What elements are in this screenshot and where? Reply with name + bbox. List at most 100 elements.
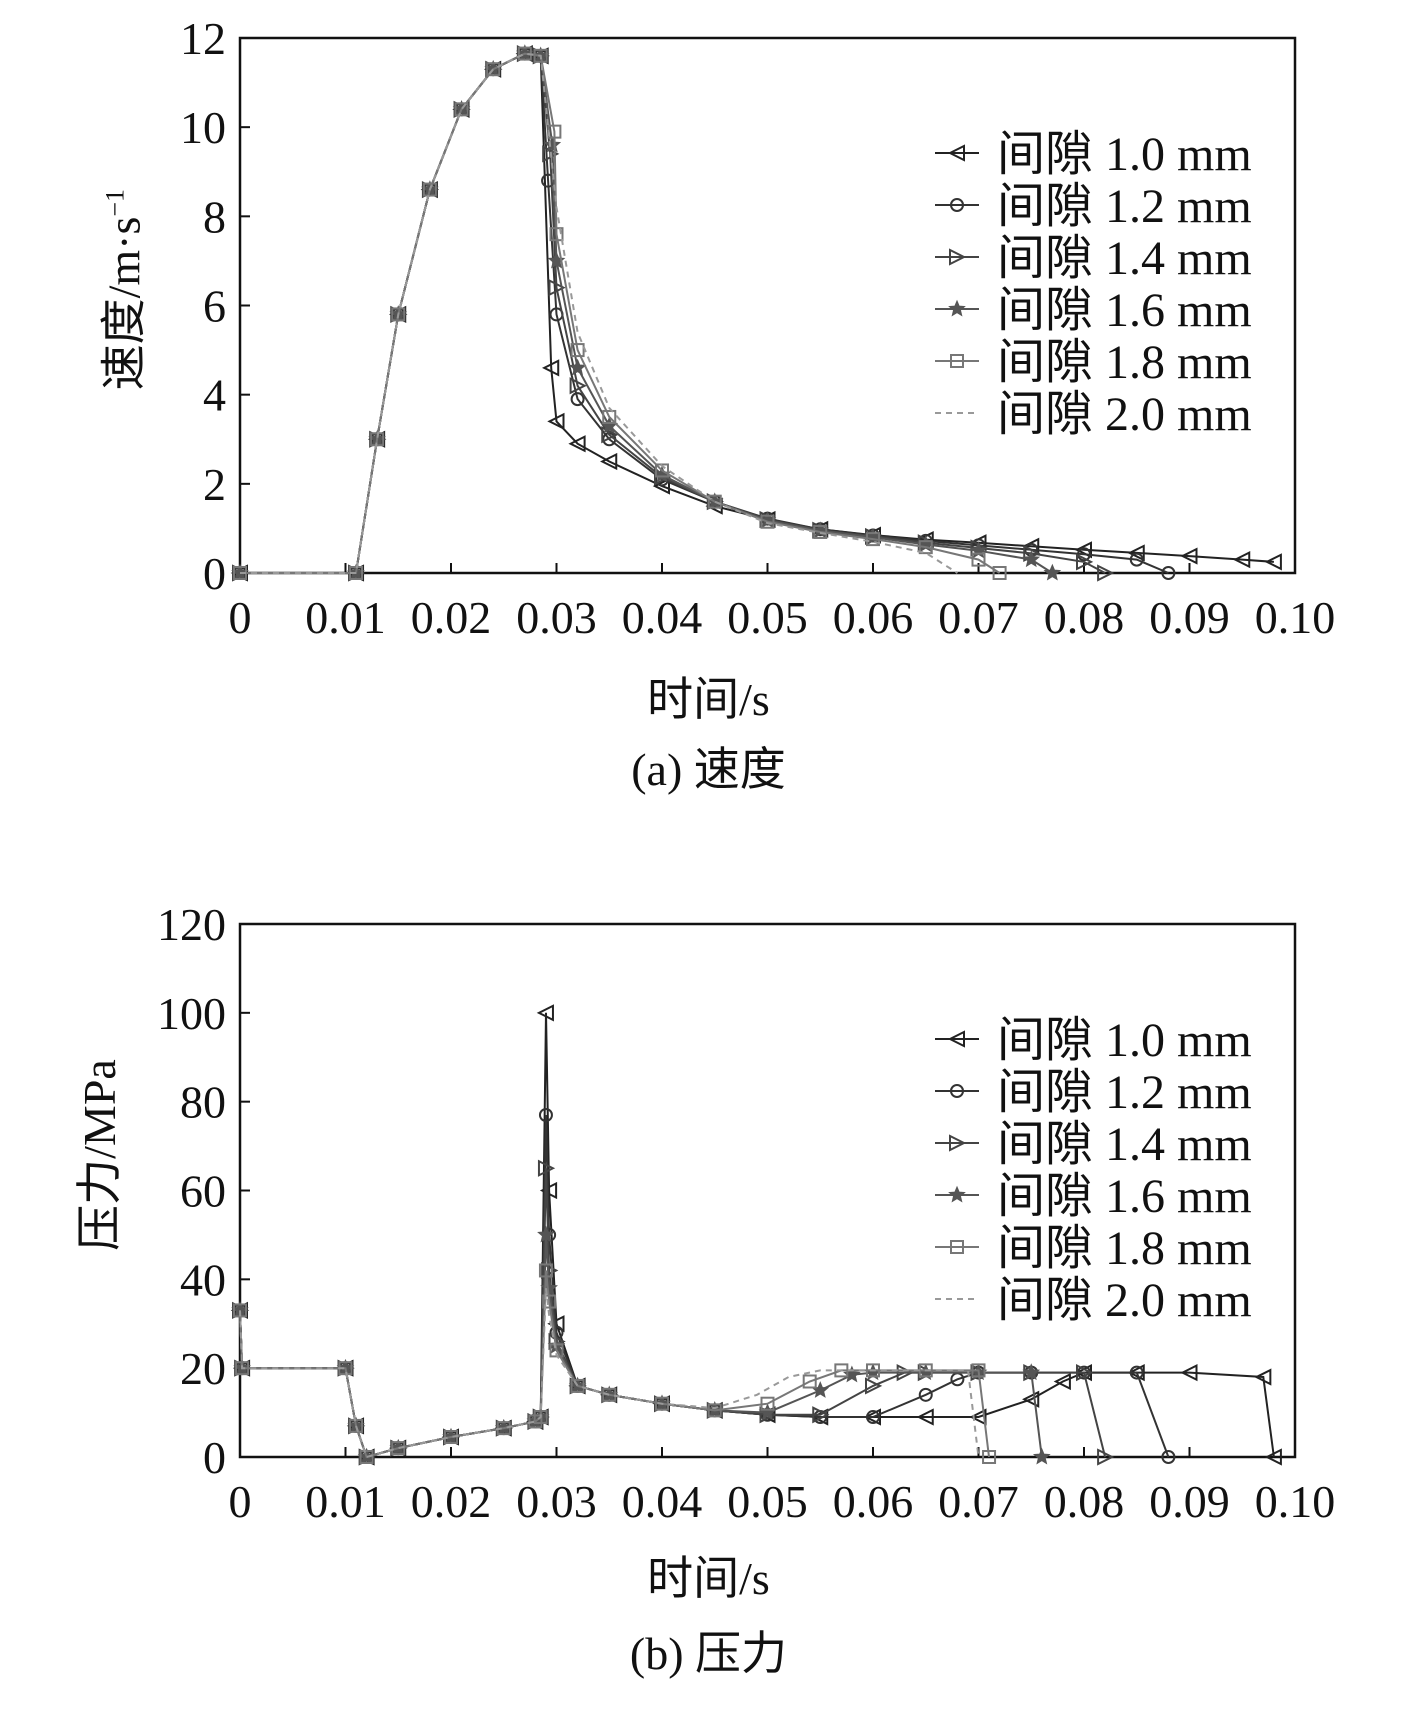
data-point-0-4-17 [866, 532, 880, 547]
data-point-1-4-15 [655, 1396, 669, 1411]
data-point-0-2-22 [1097, 564, 1115, 582]
x-tick-label-1-6: 0.06 [833, 1476, 914, 1527]
data-point-1-0-22 [1022, 1390, 1040, 1408]
data-point-1-1-26 [1161, 1450, 1176, 1464]
legend-label-0-2: 间隙 1.4 mm [997, 232, 1252, 285]
data-point-1-4-18 [802, 1374, 817, 1389]
y-axis-label-a-sup: −1 [100, 188, 130, 217]
x-tick-label-1-2: 0.02 [411, 1476, 492, 1527]
data-point-1-4-17 [760, 1396, 775, 1411]
data-point-1-4-1 [235, 1361, 250, 1376]
data-point-0-4-12 [602, 409, 617, 424]
data-point-0-4-15 [760, 514, 775, 529]
y-tick-label-1-6: 120 [157, 899, 226, 950]
data-point-0-3-20 [1022, 550, 1041, 568]
data-point-0-3-11 [568, 358, 587, 376]
data-point-0-1-11 [570, 392, 585, 407]
x-tick-label-1-1: 0.01 [305, 1476, 386, 1527]
data-point-1-4-9 [533, 1410, 548, 1425]
data-point-0-1-22 [1129, 552, 1144, 567]
data-point-0-0-13 [652, 477, 670, 495]
series-0-3 [231, 44, 1062, 581]
series-line-0-5 [240, 52, 958, 574]
x-tick-label-0-3: 0.03 [516, 592, 597, 643]
legend-label-0-4: 间隙 1.8 mm [997, 336, 1252, 389]
data-point-1-4-5 [391, 1441, 406, 1456]
data-point-0-4-14 [707, 494, 722, 509]
legend-label-1-1: 间隙 1.2 mm [997, 1066, 1252, 1119]
legend-label-0-5: 间隙 2.0 mm [997, 388, 1252, 441]
data-point-1-3-24 [1032, 1447, 1051, 1465]
data-point-0-4-10 [549, 227, 564, 242]
x-tick-label-0-1: 0.01 [305, 592, 386, 643]
data-point-1-2-10 [537, 1159, 556, 1177]
data-point-0-3-10 [547, 251, 566, 269]
data-point-0-0-22 [1127, 544, 1145, 562]
pressure-chart-svg: 0 20 40 60 80 100 120 0 0.01 0.02 0.03 0.04 0.05 0.06… [157, 899, 1336, 1527]
data-point-1-0-23 [1053, 1372, 1071, 1391]
data-point-0-4-13 [655, 463, 669, 478]
data-point-0-4-3 [391, 307, 406, 322]
data-point-0-4-4 [422, 182, 437, 197]
data-point-1-4-6 [444, 1430, 458, 1445]
data-point-1-3-10 [537, 1225, 555, 1243]
y-tick-label-0-4: 8 [203, 191, 226, 242]
legend-marker-0-3 [948, 299, 966, 317]
legend-label-0-3: 间隙 1.6 mm [997, 284, 1252, 337]
series-1-3 [231, 1225, 1051, 1465]
caption-b: (b) 压力 [629, 1628, 788, 1679]
y-tick-label-0-6: 12 [180, 13, 226, 64]
data-point-1-4-22 [971, 1363, 986, 1378]
legend-label-0-1: 间隙 1.2 mm [997, 180, 1252, 233]
data-point-1-2-19 [865, 1377, 883, 1395]
x-tick-label-0-6: 0.06 [833, 592, 914, 643]
legend-marker-0-0 [947, 144, 965, 162]
data-point-1-1-19 [866, 1410, 880, 1425]
y-tick-label-1-5: 100 [157, 988, 226, 1039]
x-tick-label-1-10: 0.10 [1255, 1476, 1336, 1527]
panel-b-pressure-chart: 0 20 40 60 80 100 120 0 0.01 0.02 0.03 0.04 0.05 0.06… [0, 860, 1417, 1721]
data-point-1-0-21 [969, 1408, 987, 1426]
velocity-chart-svg: 0 2 4 6 8 10 12 0 0.01 0.02 0.03 0.04 0.05 0.06 0.07 0.… [180, 13, 1335, 643]
y-axis-label-a-text: 速度/m·s [98, 216, 150, 391]
x-tick-label-1-4: 0.04 [622, 1476, 703, 1527]
legend-label-1-5: 间隙 2.0 mm [997, 1274, 1252, 1327]
data-point-0-0-10 [547, 412, 565, 431]
x-tick-label-1-8: 0.08 [1044, 1476, 1125, 1527]
y-tick-label-1-1: 20 [180, 1343, 226, 1394]
data-point-1-4-0 [233, 1303, 247, 1318]
x-tick-label-0-2: 0.02 [411, 592, 492, 643]
legend-marker-0-2 [949, 248, 967, 266]
data-point-0-4-20 [992, 566, 1007, 580]
series-line-0-2 [240, 52, 1106, 574]
series-line-1-5 [239, 1288, 980, 1459]
series-line-0-3 [240, 52, 1053, 574]
x-tick-label-1-0: 0 [229, 1476, 252, 1527]
data-point-1-0-10 [536, 1004, 554, 1022]
data-point-0-2-12 [601, 426, 619, 444]
legend-marker-1-3 [948, 1185, 966, 1203]
data-point-1-0-28 [1264, 1448, 1282, 1466]
legend-marker-0-4 [950, 354, 964, 368]
data-point-1-2-24 [1076, 1363, 1094, 1382]
legend-label-1-3: 间隙 1.6 mm [997, 1170, 1252, 1223]
y-tick-label-0-3: 6 [203, 281, 226, 332]
legend-marker-1-1 [950, 1084, 964, 1098]
y-tick-label-0-0: 0 [203, 548, 226, 599]
x-tick-label-0-4: 0.04 [622, 592, 703, 643]
data-point-0-0-9 [541, 359, 560, 377]
data-point-1-3-19 [843, 1365, 861, 1383]
x-tick-label-1-7: 0.07 [938, 1476, 1019, 1527]
series-0-4 [233, 46, 1007, 580]
y-tick-label-1-3: 60 [180, 1166, 226, 1217]
legend-marker-1-2 [949, 1134, 967, 1152]
y-tick-label-0-5: 10 [180, 102, 226, 153]
data-point-0-4-5 [454, 102, 469, 117]
x-tick-label-0-5: 0.05 [727, 592, 808, 643]
x-tick-label-1-9: 0.09 [1149, 1476, 1230, 1527]
x-tick-label-0-9: 0.09 [1149, 592, 1230, 643]
y-tick-label-0-2: 4 [203, 370, 226, 421]
series-1-5 [239, 1288, 980, 1459]
data-point-1-4-16 [707, 1403, 722, 1418]
